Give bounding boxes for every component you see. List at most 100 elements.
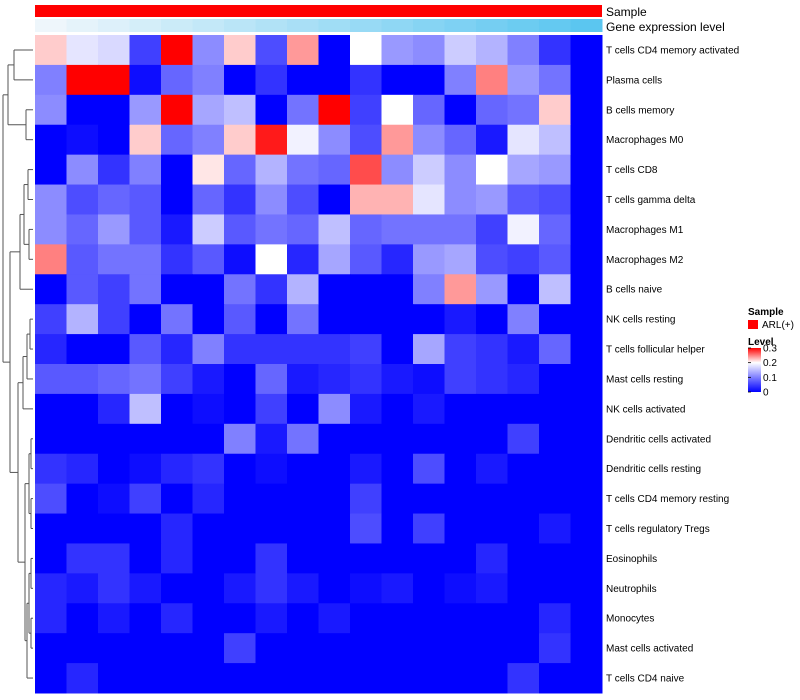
heatmap-cell bbox=[35, 483, 67, 515]
heatmap-cell bbox=[444, 364, 477, 395]
heatmap-cell bbox=[413, 543, 445, 574]
heatmap-cell bbox=[539, 543, 571, 574]
heatmap-cell bbox=[129, 453, 162, 485]
heatmap-cell bbox=[570, 543, 603, 574]
heatmap-cell bbox=[35, 393, 67, 425]
heatmap-cell bbox=[413, 214, 445, 245]
heatmap-cell bbox=[570, 633, 603, 664]
heatmap-cell bbox=[476, 543, 508, 574]
heatmap-cell bbox=[255, 334, 288, 365]
heatmap-cell bbox=[192, 214, 225, 245]
heatmap-cell bbox=[129, 334, 162, 365]
heatmap-cell bbox=[255, 244, 288, 275]
heatmap-cell bbox=[476, 154, 508, 186]
heatmap-cell bbox=[161, 184, 193, 215]
legend-tick-label: 0.3 bbox=[763, 344, 777, 355]
heatmap-cell bbox=[444, 483, 477, 515]
heatmap-cell bbox=[161, 124, 193, 156]
heatmap-cell bbox=[161, 573, 193, 604]
heatmap-cell bbox=[507, 214, 540, 245]
row-labels: T cells CD4 memory activated Plasma cells… bbox=[606, 45, 739, 684]
heatmap-cell bbox=[570, 124, 603, 156]
heatmap-cell bbox=[413, 483, 445, 515]
heatmap-cell bbox=[507, 334, 540, 365]
heatmap-cell bbox=[287, 184, 319, 215]
row-label: Macrophages M2 bbox=[606, 255, 684, 266]
heatmap-cell bbox=[66, 663, 99, 694]
heatmap-cell bbox=[539, 453, 571, 485]
heatmap-cell bbox=[381, 35, 414, 66]
heatmap-cell bbox=[66, 364, 99, 395]
heatmap-cell bbox=[192, 304, 225, 335]
heatmap-cell bbox=[287, 483, 319, 515]
heatmap-cell bbox=[381, 603, 414, 634]
heatmap-cell bbox=[444, 603, 477, 634]
heatmap-cell bbox=[98, 35, 130, 66]
row-label: Monocytes bbox=[606, 614, 654, 625]
heatmap-cell bbox=[413, 184, 445, 215]
heatmap-cell bbox=[255, 603, 288, 634]
heatmap-cell bbox=[507, 573, 540, 604]
heatmap-cell bbox=[318, 633, 351, 664]
heatmap-cell bbox=[66, 423, 99, 455]
heatmap-cell bbox=[255, 663, 288, 694]
heatmap-cell bbox=[318, 663, 351, 694]
heatmap-cell bbox=[98, 94, 130, 126]
heatmap-cell bbox=[539, 94, 571, 126]
heatmap-cell bbox=[287, 334, 319, 365]
heatmap-cell bbox=[35, 364, 67, 395]
heatmap-cell bbox=[539, 124, 571, 156]
heatmap-cell bbox=[255, 274, 288, 305]
heatmap-cell bbox=[192, 334, 225, 365]
heatmap-cell bbox=[318, 573, 351, 604]
heatmap-cell bbox=[507, 543, 540, 574]
heatmap-cell bbox=[192, 483, 225, 515]
heatmap-cell bbox=[350, 573, 382, 604]
heatmap-cell bbox=[350, 513, 382, 544]
heatmap-cell bbox=[224, 393, 256, 425]
heatmap-cell bbox=[161, 603, 193, 634]
heatmap-cell bbox=[98, 64, 130, 96]
heatmap-cell bbox=[476, 64, 508, 96]
heatmap-cell bbox=[255, 364, 288, 395]
heatmap-cell bbox=[350, 184, 382, 215]
row-label: B cells naive bbox=[606, 285, 663, 296]
heatmap-cell bbox=[224, 35, 256, 66]
heatmap-cell bbox=[255, 64, 288, 96]
heatmap-cell bbox=[381, 304, 414, 335]
heatmap-cell bbox=[224, 244, 256, 275]
heatmap-cell bbox=[350, 94, 382, 126]
heatmap-cell bbox=[476, 274, 508, 305]
heatmap-cell bbox=[318, 94, 351, 126]
heatmap-cell bbox=[350, 364, 382, 395]
heatmap-cell bbox=[539, 274, 571, 305]
heatmap-cell bbox=[476, 483, 508, 515]
heatmap-cell bbox=[381, 423, 414, 455]
heatmap-cell bbox=[224, 124, 256, 156]
heatmap-cell bbox=[287, 543, 319, 574]
heatmap-cell bbox=[129, 244, 162, 275]
row-label: NK cells resting bbox=[606, 315, 675, 326]
annotation-bars bbox=[35, 5, 603, 32]
heatmap-cell bbox=[98, 214, 130, 245]
heatmap-cell bbox=[255, 214, 288, 245]
heatmap-cell bbox=[192, 184, 225, 215]
heatmap-cell bbox=[98, 483, 130, 515]
heatmap-cell bbox=[413, 633, 445, 664]
heatmap-cell bbox=[287, 214, 319, 245]
heatmap-cell bbox=[413, 364, 445, 395]
heatmap-cell bbox=[98, 124, 130, 156]
heatmap-cell bbox=[224, 453, 256, 485]
heatmap-cell bbox=[287, 244, 319, 275]
heatmap-cell bbox=[98, 513, 130, 544]
heatmap-cell bbox=[192, 453, 225, 485]
heatmap-cell bbox=[350, 35, 382, 66]
annotation-expression-cell bbox=[570, 19, 603, 32]
heatmap-cell bbox=[444, 513, 477, 544]
heatmap-cell bbox=[161, 453, 193, 485]
heatmap-cell bbox=[318, 304, 351, 335]
heatmap-cell bbox=[161, 513, 193, 544]
heatmap-cell bbox=[98, 184, 130, 215]
heatmap-cell bbox=[476, 244, 508, 275]
heatmap-cell bbox=[570, 214, 603, 245]
